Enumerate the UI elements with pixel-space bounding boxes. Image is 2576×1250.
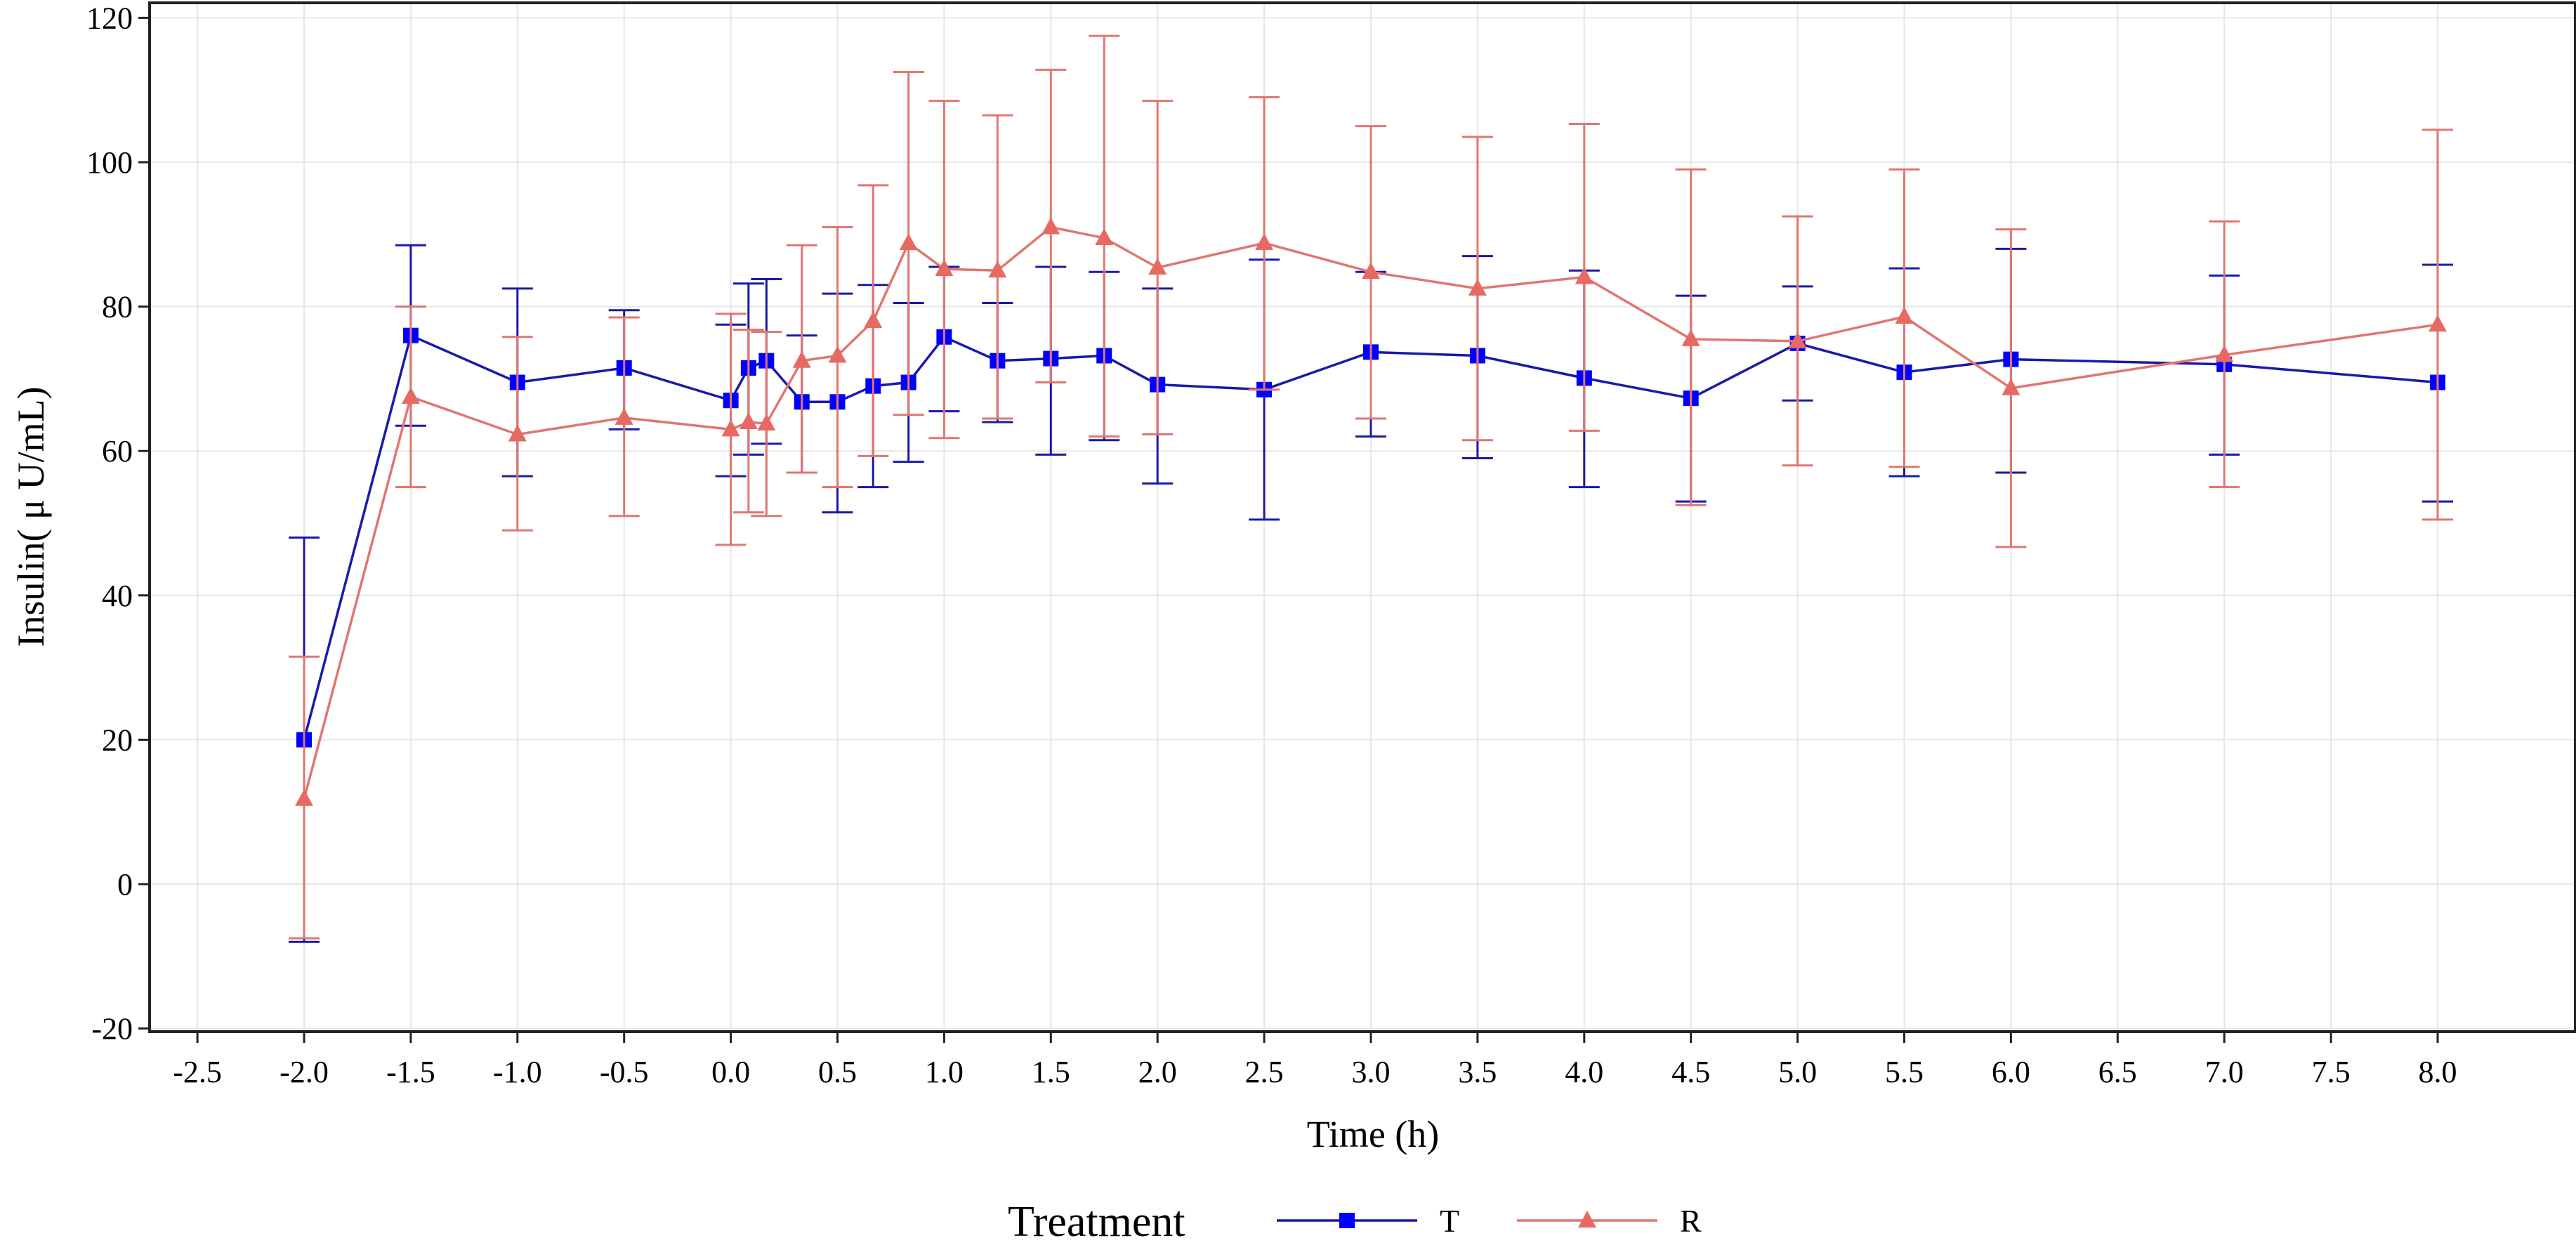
data-point-R (721, 419, 740, 437)
x-tick-label: 7.0 (2205, 1055, 2244, 1089)
x-tick-label: 3.0 (1352, 1055, 1391, 1089)
x-tick-label: 0.0 (711, 1055, 750, 1089)
data-point-R (1041, 217, 1060, 235)
data-point-R (828, 346, 847, 363)
y-tick-label: 40 (102, 579, 133, 613)
x-tick-label: 3.5 (1458, 1055, 1497, 1089)
y-tick-label: 100 (86, 145, 133, 180)
data-point-R (2429, 315, 2447, 332)
plot-area-frame (148, 1, 2576, 1033)
data-point-R (1468, 278, 1487, 296)
legend: Treatment T R (1008, 1198, 1702, 1246)
series-R (289, 34, 2453, 940)
x-tick-label: -0.5 (600, 1055, 649, 1089)
x-tick-label: 2.0 (1138, 1055, 1177, 1089)
data-point-R (1095, 228, 1114, 245)
data-series (289, 34, 2453, 943)
data-point-R (988, 261, 1007, 278)
y-tick-label: 80 (102, 290, 133, 324)
data-point-R (2215, 345, 2234, 362)
y-tick-label: 20 (102, 723, 133, 757)
data-point-R (739, 412, 758, 430)
legend-marker-R (1578, 1211, 1596, 1228)
data-point-R (1575, 267, 1593, 284)
x-tick-label: 2.5 (1245, 1055, 1284, 1089)
data-point-R (1148, 258, 1167, 275)
x-tick-label: -1.5 (386, 1055, 435, 1089)
y-axis-title: Insulin( μ U/mL) (10, 387, 52, 647)
x-tick-label: -2.0 (280, 1055, 329, 1089)
data-point-R (508, 424, 527, 442)
data-point-R (1362, 262, 1380, 279)
data-point-R (1788, 331, 1807, 348)
legend-label-T: T (1440, 1203, 1459, 1239)
x-tick-label: 7.5 (2312, 1055, 2351, 1089)
data-point-R (1255, 233, 1274, 251)
y-tick-label: 120 (86, 1, 133, 35)
x-tick-label: 4.0 (1565, 1055, 1603, 1089)
x-tick-label: 4.5 (1671, 1055, 1710, 1089)
x-tick-label: 6.0 (1992, 1055, 2030, 1089)
data-point-R (792, 350, 811, 368)
x-tick-label: 8.0 (2419, 1055, 2457, 1089)
x-tick-label: 0.5 (818, 1055, 857, 1089)
axes: -2.5 -2.0 -1.5 -1.0 -0.5 0.0 0.5 1.0 1.5 2.0 2.5 3.… (86, 1, 2457, 1089)
data-point-R (1681, 329, 1700, 346)
data-point-R (864, 311, 883, 329)
data-point-R (2002, 378, 2020, 395)
data-point-R (1895, 306, 1914, 324)
legend-label-R: R (1680, 1203, 1702, 1239)
legend-title: Treatment (1008, 1198, 1185, 1246)
x-tick-label: -2.5 (173, 1055, 222, 1089)
x-tick-label: 6.5 (2098, 1055, 2137, 1089)
x-tick-label: -1.0 (493, 1055, 542, 1089)
data-point-R (757, 414, 776, 431)
legend-marker-T (1339, 1213, 1355, 1228)
data-point-R (899, 233, 918, 251)
x-tick-label: 1.0 (925, 1055, 964, 1089)
y-tick-label: 60 (102, 434, 133, 468)
x-tick-label: 1.5 (1032, 1055, 1070, 1089)
data-point-R (935, 259, 954, 277)
x-axis-title: Time (h) (1307, 1113, 1440, 1155)
data-point-R (295, 789, 313, 806)
y-tick-label: 0 (117, 867, 133, 902)
x-tick-label: 5.5 (1885, 1055, 1924, 1089)
y-tick-label: -20 (91, 1012, 133, 1046)
data-point-R (615, 407, 633, 425)
x-tick-label: 5.0 (1778, 1055, 1817, 1089)
data-point-R (401, 387, 420, 404)
